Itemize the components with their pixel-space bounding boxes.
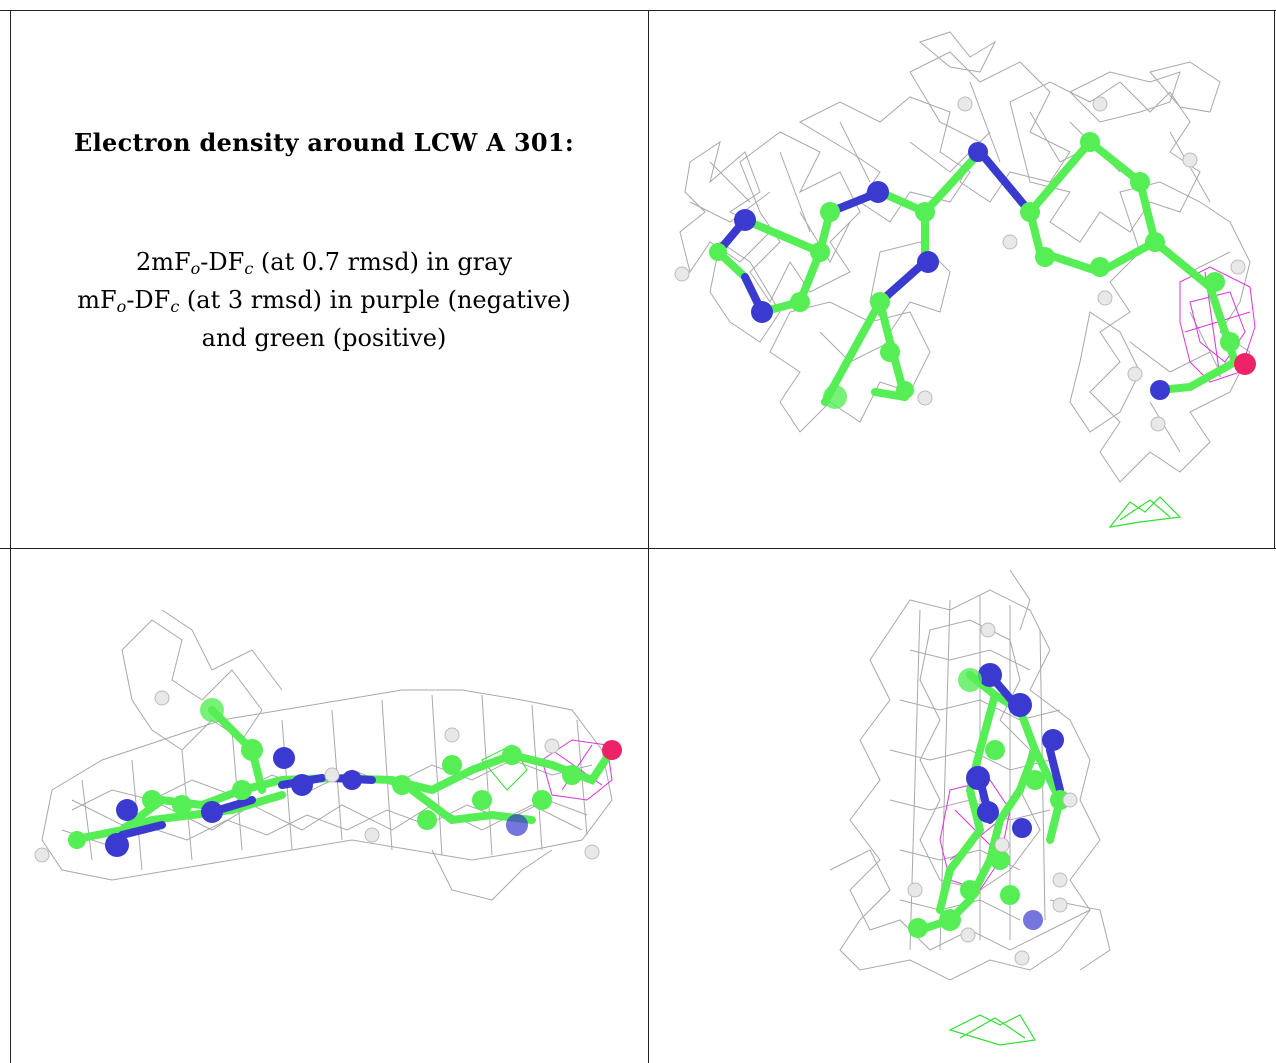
density-view-side [34,609,622,901]
caption-cell: Electron density around LCW A 301: 2mFo-… [0,0,648,548]
mesh-positive [1108,496,1182,528]
grid-middle-divider [0,548,1276,549]
density-view-front [674,31,1256,528]
atoms [674,96,1256,432]
mesh-2fofc [829,569,1111,981]
mesh-positive [948,1014,1036,1046]
caption-line-positive: and green (positive) [201,324,447,352]
mesh-positive [481,744,528,791]
atoms [907,622,1078,966]
grid-right-border [1274,10,1275,548]
density-view-top [829,569,1111,1046]
grid-center-divider [648,10,649,1063]
grid-left-border [10,10,11,1063]
caption-line-2fofc: 2mFo-DFc (at 0.7 rmsd) in gray [135,248,513,278]
grid-top-border [0,10,1276,11]
bonds [68,706,616,844]
caption-line-fofc: mFo-DFc (at 3 rmsd) in purple (negative) [77,286,571,316]
atoms [34,690,622,863]
caption-title: Electron density around LCW A 301: [73,128,574,157]
